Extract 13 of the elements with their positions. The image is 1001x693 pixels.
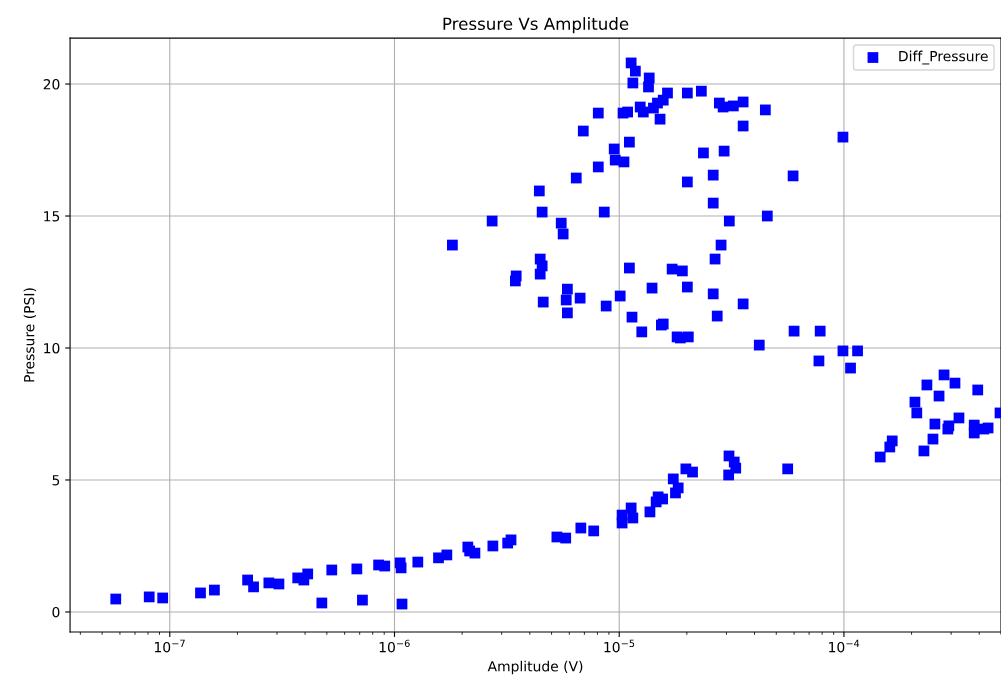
legend-label: Diff_Pressure bbox=[899, 50, 988, 65]
x-tick-label: 10$^{−6}$ bbox=[379, 639, 410, 653]
x-axis-title: Amplitude (V) bbox=[487, 660, 583, 675]
chart-title: Pressure Vs Amplitude bbox=[443, 17, 629, 34]
y-tick-label: 5 bbox=[52, 475, 60, 486]
x-tick-label: 10$^{−5}$ bbox=[604, 639, 635, 653]
y-tick-label: 15 bbox=[44, 211, 60, 222]
x-tick-label: 10$^{−7}$ bbox=[154, 639, 185, 653]
y-axis-title: Pressure (PSI) bbox=[23, 288, 37, 382]
y-tick-label: 20 bbox=[43, 79, 60, 90]
y-tick-label: 0 bbox=[52, 606, 60, 618]
x-tick-label: 10$^{−4}$ bbox=[829, 639, 860, 653]
y-tick-label: 10 bbox=[44, 342, 60, 354]
